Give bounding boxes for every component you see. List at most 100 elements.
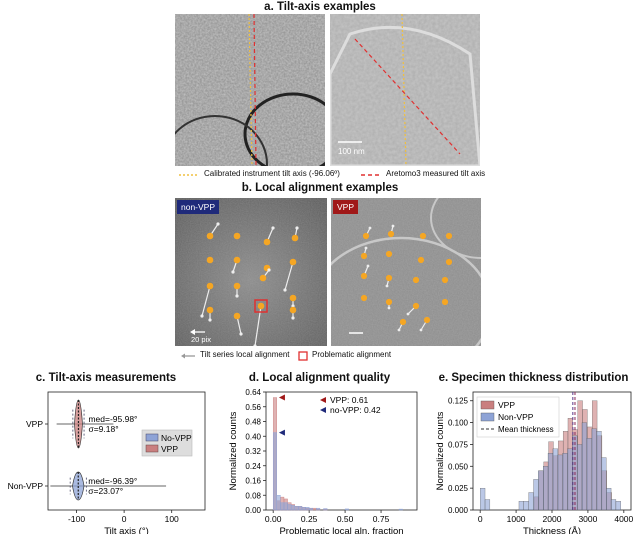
histogram-bar bbox=[557, 454, 563, 511]
alignment-arrow-head bbox=[391, 224, 395, 228]
alignment-point bbox=[387, 230, 395, 238]
legend-label: Non-VPP bbox=[498, 412, 534, 422]
y-tick-label: 0.075 bbox=[448, 440, 469, 449]
alignment-point bbox=[362, 232, 370, 240]
alignment-point bbox=[445, 232, 453, 240]
category-label: VPP bbox=[26, 419, 43, 429]
legend-label: No-VPP bbox=[161, 433, 192, 443]
alignment-point bbox=[412, 276, 420, 284]
y-tick-label: 0.050 bbox=[448, 462, 469, 471]
alignment-arrow-head bbox=[368, 226, 372, 230]
alignment-arrow-head bbox=[364, 246, 368, 250]
histogram-bar bbox=[581, 422, 587, 511]
histogram-bar bbox=[312, 507, 317, 511]
x-axis-label: Thickness (Å) bbox=[523, 526, 581, 534]
violin-body bbox=[74, 399, 83, 449]
alignment-point bbox=[385, 298, 393, 306]
histogram-bar bbox=[323, 508, 328, 511]
histogram-bar bbox=[290, 505, 295, 511]
alignment-point bbox=[263, 238, 271, 246]
legend-calibrated-label: Calibrated instrument tilt axis (-96.06º… bbox=[204, 169, 340, 178]
x-tick-label: 0.75 bbox=[373, 514, 390, 524]
x-tick-label: 0.25 bbox=[301, 514, 318, 524]
alignment-arrow-head bbox=[271, 226, 275, 230]
alignment-point bbox=[206, 282, 214, 290]
histogram-bar bbox=[518, 501, 524, 511]
y-tick-label: 0.08 bbox=[245, 491, 261, 500]
histogram-bar bbox=[576, 444, 583, 511]
alignment-point bbox=[206, 306, 214, 314]
alignment-arrow-head bbox=[397, 328, 401, 332]
histogram-bar bbox=[601, 457, 607, 511]
y-tick-label: 0.48 bbox=[245, 418, 261, 427]
alignment-point bbox=[206, 232, 214, 240]
y-tick-label: 0.125 bbox=[448, 397, 469, 406]
chart-thickness-distribution: 0 1000 2000 3000 4000 0.000 0.025 0.050 0.075 0.1… bbox=[435, 391, 634, 534]
legend-swatch-vpp bbox=[145, 444, 159, 453]
local-alignment-arrow-icon bbox=[181, 353, 195, 359]
x-tick-label: 100 bbox=[165, 514, 179, 524]
panel-c-title: c. Tilt-axis measurements bbox=[35, 372, 177, 384]
alignment-point bbox=[423, 316, 431, 324]
category-label: Non-VPP bbox=[8, 481, 44, 491]
histogram-bar bbox=[610, 499, 617, 511]
histogram-bar bbox=[533, 479, 539, 511]
histogram-bar bbox=[484, 499, 491, 511]
histogram-bar bbox=[567, 448, 573, 511]
panel-a-legend: Calibrated instrument tilt axis (-96.06º… bbox=[178, 169, 485, 181]
alignment-point bbox=[233, 282, 241, 290]
alignment-arrow bbox=[201, 285, 211, 317]
legend-swatch-vpp bbox=[480, 400, 495, 410]
x-tick-label: 2000 bbox=[543, 514, 562, 524]
alignment-arrow-head bbox=[283, 288, 287, 292]
histogram-bar bbox=[308, 507, 313, 511]
aretomo-axis-swatch bbox=[361, 174, 381, 176]
alignment-point bbox=[291, 234, 299, 242]
legend-arrow-label: Tilt series local alignment bbox=[200, 350, 290, 359]
y-tick-label: 0.000 bbox=[448, 506, 469, 515]
median-annotation: med=-95.98° bbox=[88, 414, 137, 424]
panel-a-scale-bar-label: 100 nm bbox=[338, 147, 365, 156]
x-tick-label: 0.00 bbox=[265, 514, 282, 524]
histogram-bar bbox=[287, 504, 292, 511]
alignment-image-left: non-VPP 20 pix bbox=[175, 198, 327, 346]
panel-b-title: b. Local alignment examples bbox=[241, 182, 399, 194]
x-tick-label: 0 bbox=[478, 514, 483, 524]
legend-label: VPP bbox=[498, 400, 515, 410]
histogram-bar bbox=[528, 492, 534, 511]
histogram-bar bbox=[280, 502, 285, 511]
histogram-bar bbox=[615, 501, 621, 511]
histogram-bar bbox=[316, 507, 321, 511]
y-tick-label: 0.64 bbox=[245, 388, 261, 397]
alignment-right-svg bbox=[331, 198, 481, 346]
histogram-bar bbox=[298, 506, 303, 511]
histogram-bar bbox=[543, 466, 549, 511]
alignment-point bbox=[206, 256, 214, 264]
alignment-point bbox=[360, 252, 368, 260]
histogram-bar bbox=[562, 453, 568, 511]
alignment-arrow-head bbox=[385, 284, 389, 288]
alignment-arrow-head bbox=[235, 294, 239, 298]
badge-vpp: VPP bbox=[333, 200, 359, 214]
x-tick-label: 0 bbox=[122, 514, 127, 524]
alignment-point bbox=[385, 250, 393, 258]
alignment-arrow-head bbox=[253, 344, 257, 346]
alignment-point bbox=[417, 256, 425, 264]
legend-marker-novpp bbox=[320, 407, 326, 413]
legend-label: VPP bbox=[161, 444, 178, 454]
alignment-arrow-head bbox=[291, 316, 295, 320]
vpp-mean-marker bbox=[278, 394, 285, 401]
x-axis-label: Problematic local aln. fraction bbox=[279, 526, 403, 534]
alignment-point bbox=[360, 272, 368, 280]
panel-b-legend: Tilt series local alignment Problematic … bbox=[180, 350, 480, 362]
alignment-point bbox=[289, 294, 297, 302]
tomogram-image-right: 100 nm bbox=[330, 14, 480, 166]
histogram-bar bbox=[606, 487, 612, 511]
x-tick-label: 4000 bbox=[614, 514, 633, 524]
chart-local-alignment-quality: 0.00 0.25 0.50 0.75 0.00 0.08 0.16 0.24 0.32 0.40… bbox=[228, 388, 418, 534]
histogram-bar bbox=[523, 501, 529, 511]
legend-marker-vpp bbox=[320, 397, 326, 403]
y-tick-label: 0.025 bbox=[448, 484, 469, 493]
legend-aretomo-label: Aretomo3 measured tilt axis bbox=[386, 169, 486, 178]
y-tick-label: 0.40 bbox=[245, 432, 261, 441]
